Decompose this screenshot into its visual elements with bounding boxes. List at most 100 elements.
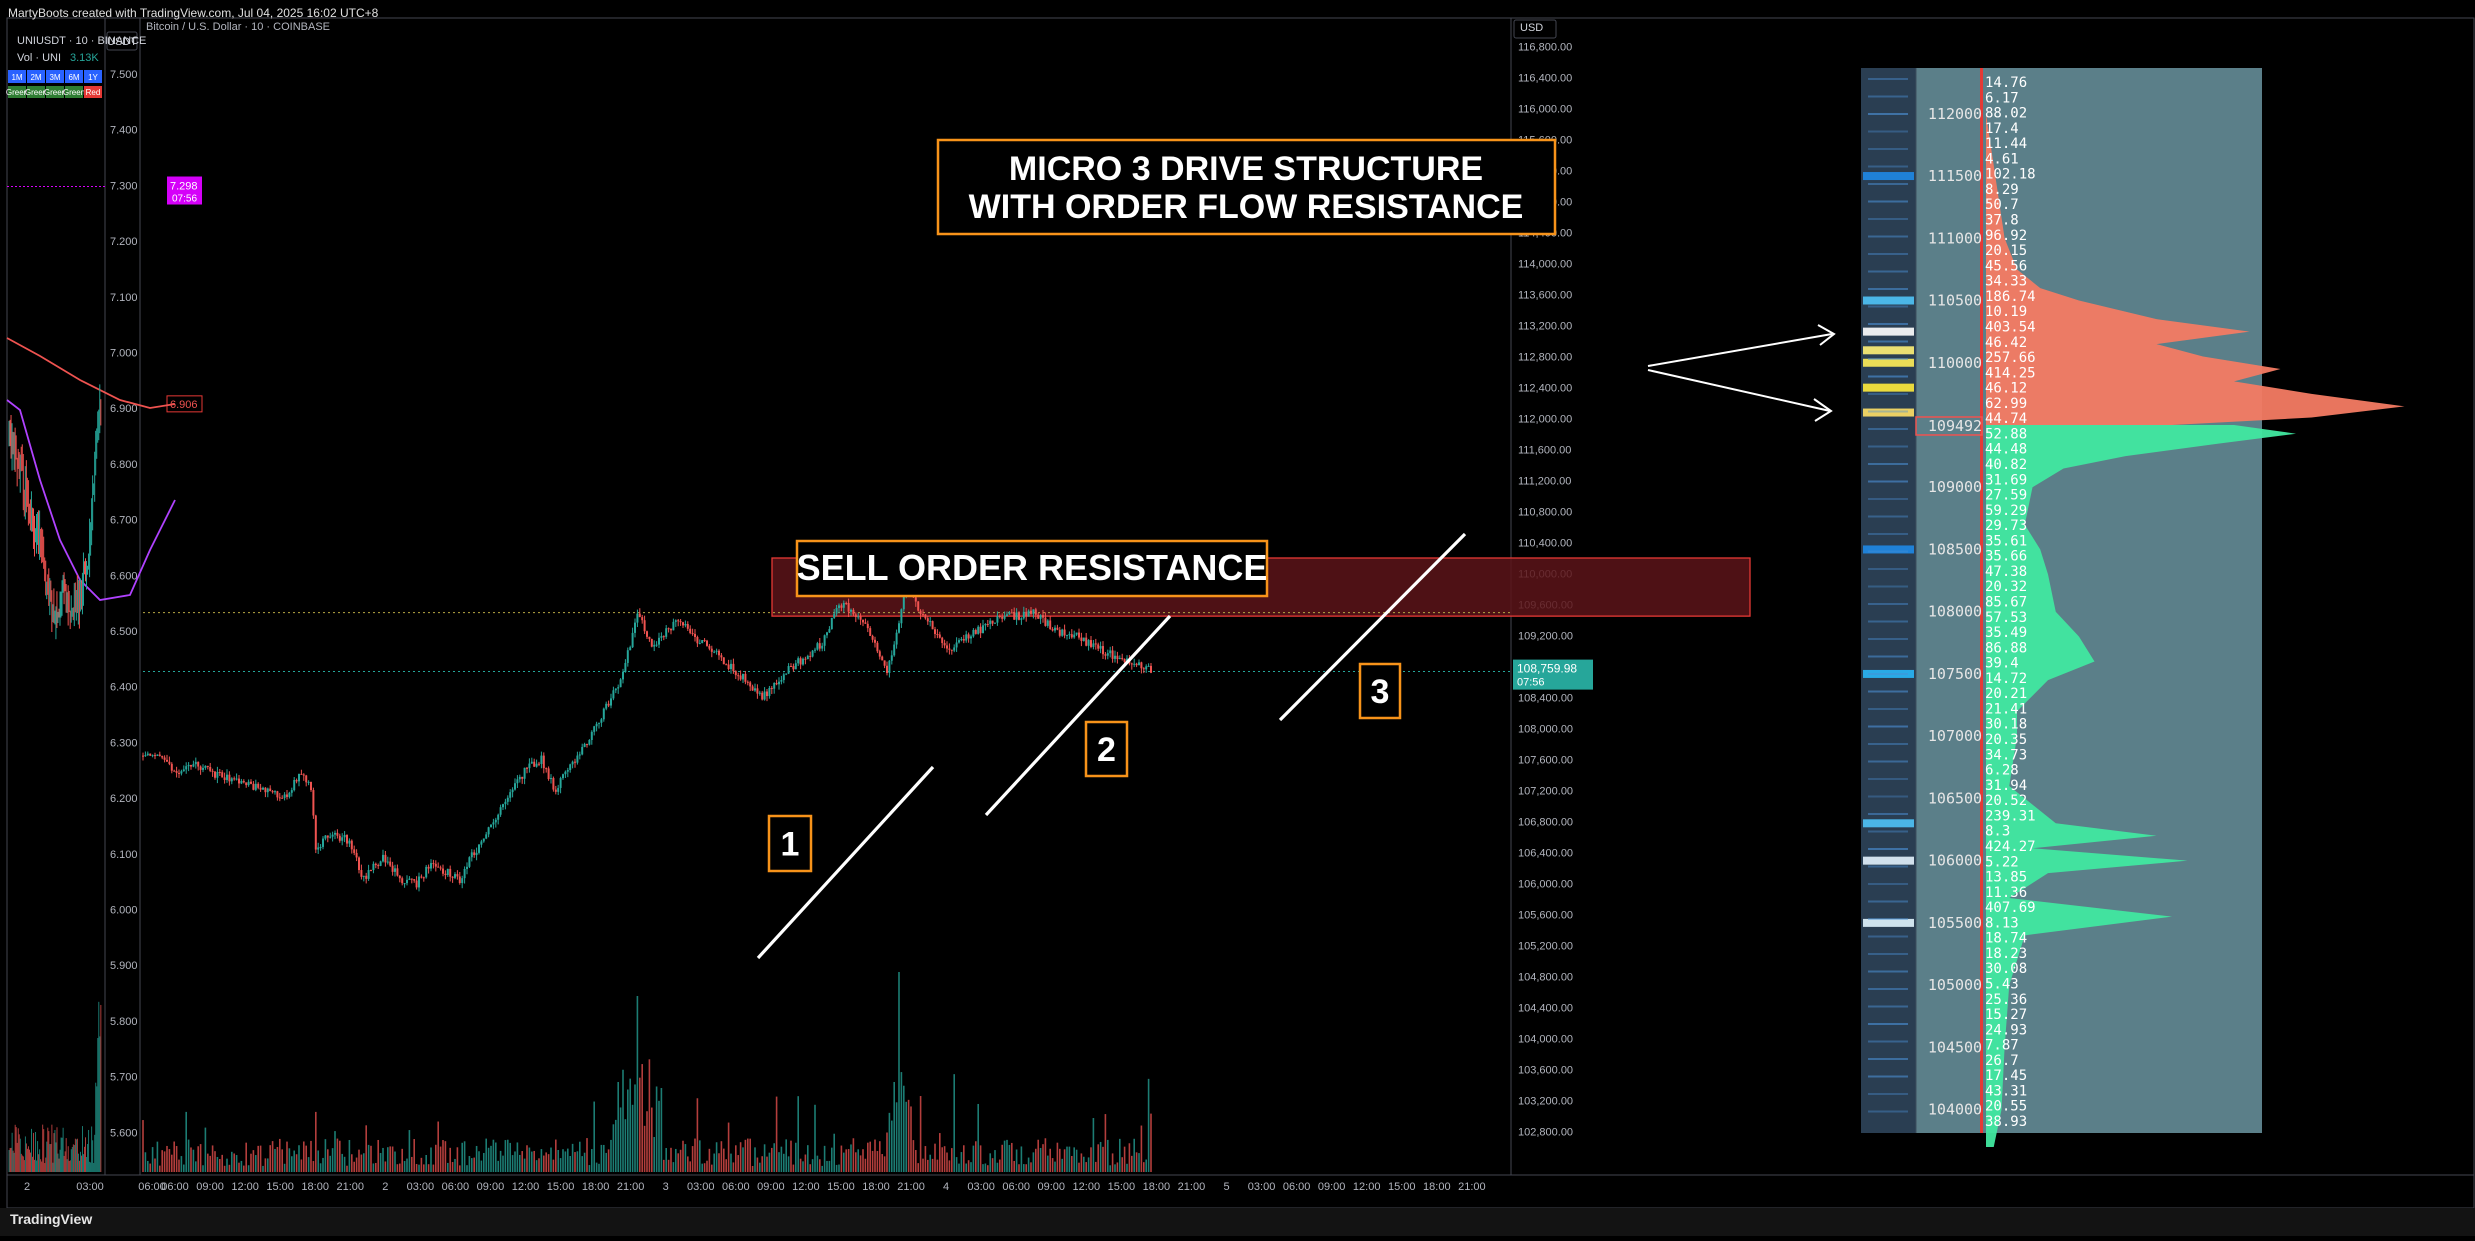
uni-volume-bar: [37, 1141, 39, 1172]
timeframe-button-1M[interactable]: 1M: [11, 73, 22, 82]
timeframe-button-bg[interactable]: [65, 70, 83, 83]
profile-volume-value: 47.38: [1985, 564, 2027, 580]
uni-volume-bar: [49, 1144, 51, 1172]
btc-candle-body: [850, 609, 852, 612]
btc-candle-body: [293, 780, 296, 791]
main-currency-label[interactable]: USD: [1520, 22, 1543, 34]
btc-volume-bar: [797, 1096, 799, 1172]
profile-volume-value: 24.93: [1985, 1022, 2027, 1038]
btc-volume-bar: [540, 1149, 543, 1172]
profile-volume-value: 44.48: [1985, 442, 2027, 458]
btc-candle-body: [341, 837, 344, 841]
profile-volume-value: 35.49: [1985, 625, 2027, 641]
profile-volume-value: 34.73: [1985, 747, 2027, 763]
btc-candle-body: [886, 665, 888, 673]
main-time-axis-label: 03:00: [407, 1181, 435, 1193]
heatmap-line: [1868, 813, 1908, 815]
main-price-axis-label: 111,600.00: [1518, 445, 1571, 457]
profile-price-level: 106000: [1928, 852, 1982, 870]
btc-candle-body: [1075, 632, 1078, 635]
profile-volume-value: 30.18: [1985, 717, 2027, 733]
btc-volume-bar: [991, 1158, 994, 1172]
heatmap-band: [1863, 545, 1914, 554]
btc-candle-body: [1010, 612, 1013, 614]
btc-volume-bar: [831, 1147, 833, 1172]
main-currency-button[interactable]: [1513, 19, 1557, 39]
btc-volume-bar: [1116, 1162, 1119, 1172]
btc-volume-bar: [1080, 1153, 1083, 1172]
timeframe-button-bg[interactable]: [46, 70, 64, 83]
uni-currency-label[interactable]: USDT: [107, 36, 137, 48]
timeframe-button-6M[interactable]: 6M: [68, 73, 79, 82]
heatmap-line: [1868, 148, 1908, 150]
uni-volume-bar: [22, 1156, 24, 1172]
btc-volume-bar: [310, 1140, 312, 1172]
tradingview-logo[interactable]: TradingView: [10, 1211, 93, 1227]
uni-volume-bar: [63, 1155, 65, 1172]
uni-currency-button[interactable]: [106, 31, 138, 51]
btc-volume-bar: [154, 1158, 156, 1172]
btc-volume-bar: [300, 1159, 303, 1172]
btc-volume-bar: [936, 1159, 939, 1172]
btc-candle-body: [982, 625, 984, 634]
btc-candle-body: [437, 866, 440, 868]
btc-candle-body: [307, 781, 310, 783]
btc-volume-bar: [814, 1104, 816, 1172]
btc-candle-body: [854, 614, 857, 618]
btc-volume-bar: [1015, 1149, 1018, 1172]
profile-volume-value: 59.29: [1985, 503, 2027, 519]
btc-volume-bar: [982, 1164, 984, 1172]
btc-volume-bar: [867, 1142, 869, 1172]
btc-candle-body: [317, 847, 320, 850]
btc-candle-body: [1104, 654, 1107, 656]
btc-candle-body: [576, 755, 579, 763]
btc-volume-bar: [1035, 1148, 1037, 1172]
drive-label-2: 2: [1097, 731, 1116, 769]
btc-volume-bar: [687, 1156, 689, 1172]
profile-volume-value: 39.4: [1985, 656, 2019, 672]
btc-candle-body: [211, 770, 214, 772]
btc-volume-bar: [183, 1164, 185, 1172]
btc-volume-bar: [922, 1158, 924, 1172]
main-time-axis-label: 06:00: [1002, 1181, 1030, 1193]
timeframe-button-1Y[interactable]: 1Y: [88, 73, 98, 82]
btc-volume-bar: [955, 1157, 958, 1172]
btc-candle-body: [142, 755, 144, 757]
btc-candle-body: [470, 852, 473, 858]
btc-candle-body: [1135, 663, 1138, 666]
btc-volume-bar: [1027, 1157, 1030, 1172]
profile-volume-value: 46.42: [1985, 335, 2027, 351]
btc-volume-bar: [192, 1149, 195, 1172]
heatmap-band: [1863, 856, 1914, 865]
btc-candle-body: [593, 726, 596, 732]
uni-volume-bar: [26, 1148, 28, 1172]
btc-candle-body: [955, 642, 958, 648]
timeframe-button-3M[interactable]: 3M: [49, 73, 60, 82]
timeframe-button-bg[interactable]: [84, 70, 102, 83]
profile-volume-value: 5.43: [1985, 976, 2019, 992]
btc-candle-body: [487, 827, 490, 835]
btc-candle-body: [1087, 640, 1090, 646]
btc-volume-bar: [478, 1151, 480, 1172]
btc-candle-body: [269, 788, 272, 792]
btc-volume-bar: [679, 1149, 682, 1172]
btc-volume-bar: [406, 1158, 408, 1172]
last-price-badge[interactable]: [1513, 659, 1593, 690]
btc-volume-bar: [622, 1069, 624, 1172]
btc-candle-body: [998, 616, 1001, 618]
btc-volume-bar: [1085, 1162, 1087, 1172]
profile-volume-value: 11.36: [1985, 885, 2027, 901]
btc-volume-bar: [972, 1145, 975, 1172]
main-time-axis-label: 21:00: [617, 1181, 645, 1193]
btc-volume-bar: [423, 1164, 425, 1172]
uni-price-axis-label: 5.800: [110, 1016, 138, 1028]
timeframe-button-2M[interactable]: 2M: [30, 73, 41, 82]
uni-volume-bar: [54, 1129, 56, 1172]
btc-volume-bar: [677, 1153, 679, 1172]
timeframe-button-bg[interactable]: [8, 70, 26, 83]
btc-candle-body: [725, 664, 728, 666]
btc-candle-body: [727, 664, 730, 669]
timeframe-button-bg[interactable]: [27, 70, 45, 83]
btc-candle-body: [636, 613, 639, 623]
